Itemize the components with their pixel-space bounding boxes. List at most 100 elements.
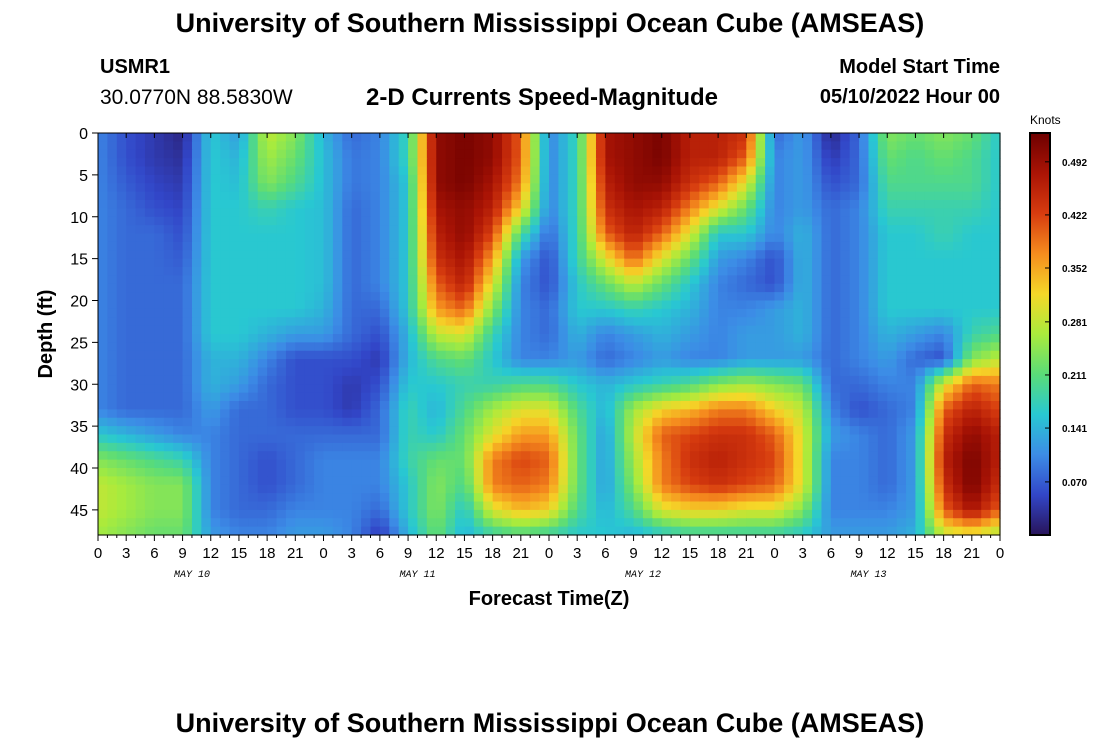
heatmap-cell <box>229 451 240 461</box>
heatmap-cell <box>464 200 475 209</box>
heatmap-cell <box>502 275 513 285</box>
heatmap-cell <box>727 484 738 494</box>
heatmap-cell <box>323 200 334 209</box>
heatmap-cell <box>558 133 569 142</box>
heatmap-cell <box>783 241 794 251</box>
heatmap-cell <box>116 451 127 461</box>
heatmap-cell <box>765 392 776 402</box>
heatmap-cell <box>502 350 513 360</box>
heatmap-cell <box>483 283 494 293</box>
heatmap-cell <box>285 518 296 528</box>
heatmap-cell <box>502 166 513 176</box>
heatmap-cell <box>577 233 588 243</box>
heatmap-cell <box>238 174 249 184</box>
heatmap-cell <box>445 258 456 268</box>
heatmap-cell <box>558 375 569 385</box>
heatmap-cell <box>605 392 616 402</box>
heatmap-cell <box>896 325 907 335</box>
heatmap-cell <box>173 149 184 159</box>
heatmap-cell <box>549 233 559 243</box>
heatmap-cell <box>718 141 729 151</box>
heatmap-cell <box>417 208 428 218</box>
heatmap-cell <box>229 526 240 536</box>
heatmap-cell <box>483 434 494 444</box>
heatmap-cell <box>877 375 888 385</box>
x-tick-label: 15 <box>907 545 924 562</box>
heatmap-cell <box>539 258 550 268</box>
heatmap-cell <box>849 275 860 285</box>
heatmap-cell <box>530 459 541 469</box>
heatmap-cell <box>633 367 644 377</box>
heatmap-cell <box>473 367 484 377</box>
heatmap-cell <box>624 166 635 176</box>
heatmap-cell <box>953 308 964 318</box>
heatmap-cell <box>116 526 127 536</box>
heatmap-cell <box>107 334 118 343</box>
heatmap-cell <box>417 384 428 394</box>
heatmap-cell <box>361 141 372 151</box>
heatmap-cell <box>511 409 522 419</box>
heatmap-cell <box>718 233 729 243</box>
heatmap-cell <box>191 233 202 243</box>
heatmap-cell <box>774 509 785 519</box>
heatmap-cell <box>210 434 221 444</box>
heatmap-cell <box>821 141 832 151</box>
heatmap-cell <box>614 158 625 168</box>
heatmap-cell <box>953 509 964 519</box>
heatmap-cell <box>182 359 193 369</box>
heatmap-cell <box>436 476 447 486</box>
heatmap-cell <box>746 141 757 151</box>
heatmap-cell <box>736 308 747 318</box>
heatmap-cell <box>953 451 964 461</box>
heatmap-cell <box>614 493 625 503</box>
heatmap-cell <box>116 200 127 209</box>
heatmap-cell <box>605 342 616 352</box>
heatmap-cell <box>549 509 559 519</box>
heatmap-cell <box>323 325 334 335</box>
heatmap-cell <box>718 225 729 235</box>
heatmap-cell <box>304 149 315 159</box>
heatmap-cell <box>859 459 870 469</box>
heatmap-cell <box>708 317 719 327</box>
heatmap-cell <box>408 174 419 184</box>
heatmap-cell <box>924 308 935 318</box>
heatmap-cell <box>361 325 372 335</box>
heatmap-cell <box>285 308 296 318</box>
heatmap-cell <box>389 526 400 536</box>
heatmap-cell <box>830 476 841 486</box>
heatmap-cell <box>304 166 315 176</box>
heatmap-cell <box>539 359 550 369</box>
heatmap-cell <box>342 434 353 444</box>
heatmap-cell <box>332 275 343 285</box>
heatmap-cell <box>267 183 278 193</box>
heatmap-cell <box>652 200 663 209</box>
heatmap-cell <box>464 166 475 176</box>
heatmap-cell <box>868 334 879 343</box>
heatmap-cell <box>201 258 212 268</box>
heatmap-cell <box>699 183 710 193</box>
heatmap-cell <box>736 174 747 184</box>
heatmap-cell <box>595 493 606 503</box>
heatmap-cell <box>680 141 691 151</box>
heatmap-cell <box>163 275 174 285</box>
heatmap-cell <box>849 459 860 469</box>
heatmap-cell <box>370 417 381 427</box>
heatmap-cell <box>163 426 174 436</box>
heatmap-cell <box>859 493 870 503</box>
heatmap-cell <box>727 342 738 352</box>
heatmap-cell <box>483 476 494 486</box>
heatmap-cell <box>511 216 522 226</box>
heatmap-cell <box>953 426 964 436</box>
heatmap-cell <box>361 526 372 536</box>
heatmap-cell <box>191 342 202 352</box>
heatmap-cell <box>173 484 184 494</box>
heatmap-cell <box>718 451 729 461</box>
heatmap-cell <box>154 442 165 452</box>
heatmap-cell <box>473 493 484 503</box>
heatmap-cell <box>370 149 381 159</box>
heatmap-cell <box>783 258 794 268</box>
heatmap-cell <box>661 501 672 511</box>
heatmap-cell <box>248 375 259 385</box>
heatmap-cell <box>812 283 823 293</box>
heatmap-cell <box>549 166 559 176</box>
